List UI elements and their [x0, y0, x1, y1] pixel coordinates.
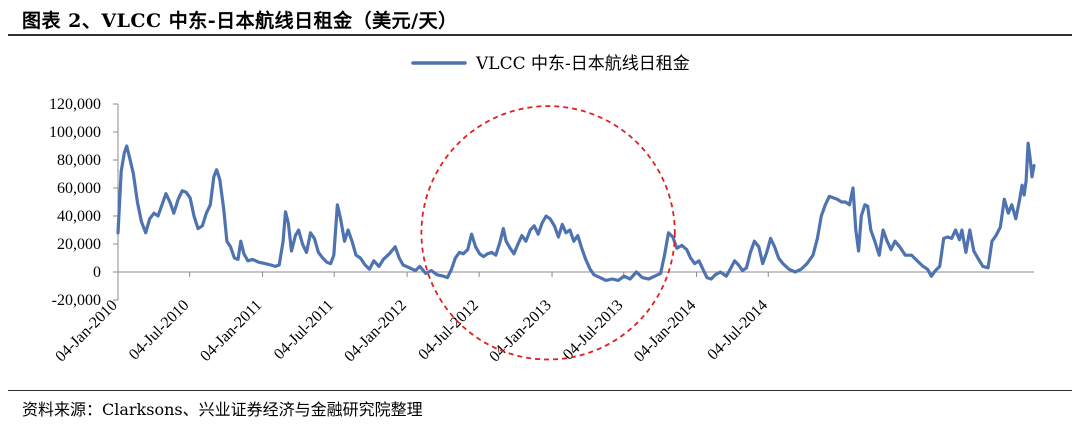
- legend-label: VLCC 中东-日本航线日租金: [475, 54, 690, 74]
- y-tick-label: 40,000: [57, 208, 101, 225]
- x-tick-label: 04-Jan-2011: [197, 297, 265, 365]
- series-layer: [116, 141, 1036, 282]
- annotation-layer: [420, 105, 676, 361]
- x-tick-label: 04-Jul-2011: [271, 297, 337, 363]
- figure-title: 图表 2、VLCC 中东-日本航线日租金（美元/天）: [22, 10, 458, 32]
- x-tick-label: 04-Jan-2014: [631, 297, 700, 366]
- chart-legend: VLCC 中东-日本航线日租金: [411, 54, 690, 74]
- y-axis: -20,000 0 20,000 40,000 60,000 80,000 100,000 1…: [49, 96, 119, 309]
- title-rule: [8, 34, 1072, 36]
- y-tick-label: 120,000: [49, 96, 101, 113]
- x-tick-label: 04-Jan-2013: [486, 297, 555, 366]
- x-axis: 04-Jan-2010 04-Jul-2010 04-Jan-2011 04-Jul-…: [52, 271, 1034, 366]
- x-tick-label: 04-Jul-2010: [126, 297, 193, 364]
- highlight-dashed-circle: [420, 105, 676, 361]
- x-tick-label: 04-Jan-2012: [341, 297, 410, 366]
- y-tick-label: 80,000: [57, 152, 101, 169]
- y-tick-label: 60,000: [57, 180, 101, 197]
- x-tick-label: 04-Jul-2013: [560, 297, 627, 364]
- y-tick-label: -20,000: [52, 292, 101, 309]
- source-rule: [8, 390, 1072, 391]
- x-tick-label: 04-Jul-2012: [415, 297, 482, 364]
- series-line: [116, 141, 1036, 282]
- line-chart: VLCC 中东-日本航线日租金 -20,000 0 20,000 40,000 60,0…: [49, 54, 1036, 366]
- x-tick-label: 04-Jul-2014: [704, 297, 771, 364]
- y-tick-label: 20,000: [57, 236, 101, 253]
- y-tick-label: 100,000: [49, 124, 101, 141]
- source-note: 资料来源：Clarksons、兴业证券经济与金融研究院整理: [22, 400, 423, 419]
- y-tick-label: 0: [93, 264, 101, 281]
